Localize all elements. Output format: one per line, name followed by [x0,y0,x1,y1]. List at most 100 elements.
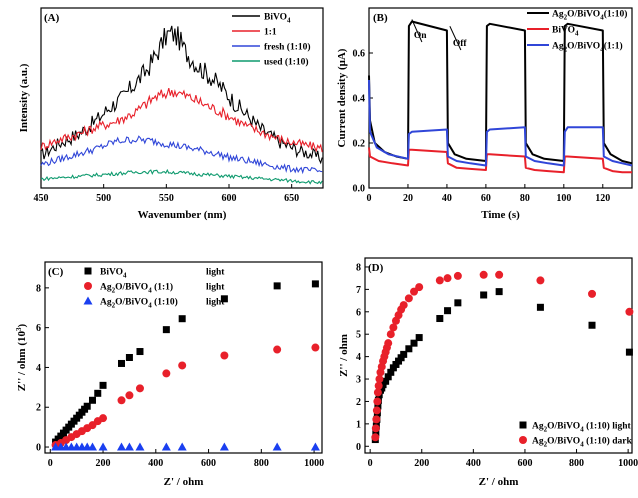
data-point-D-0 [372,429,380,437]
data-point-D-1 [372,406,381,415]
legend-text-part: O/BiVO [115,298,148,308]
legend-text-part: O/BiVO [547,437,580,447]
data-point-D-1 [386,330,395,339]
legend-text-part: Ag [532,437,544,447]
legend-text-part: 4 [575,30,579,38]
y-tick-label: 5 [356,330,361,341]
series-line-A-1 [40,87,323,153]
legend-label-A-2: fresh (1:10) [264,42,311,53]
legend-text-part: Ag [100,283,112,293]
data-point-C-1 [311,343,320,352]
data-point-D-1 [415,283,424,292]
data-point-C-2 [135,442,145,451]
legend-text-part: (1:10) [152,297,178,308]
data-point-C-2 [272,442,282,451]
x-tick-label: 120 [595,193,610,204]
x-tick-label: 650 [284,193,299,204]
data-point-D-0 [410,339,418,347]
legend-text-part: 4 [600,14,604,22]
data-point-C-1 [162,369,171,378]
legend-text-part: (1:1) [152,282,173,293]
data-point-D-1 [479,270,488,279]
panel-label-C: (C) [48,266,64,278]
legend-text-part: (1:1) [604,41,623,52]
legend-text-part: BiVO [264,13,287,23]
data-point-D-1 [375,375,384,384]
data-point-C-0 [88,396,96,404]
data-point-C-1 [117,396,126,405]
legend-condition-C-0: light [206,268,225,278]
y-tick-label: 0.4 [353,94,366,105]
data-point-C-0 [311,280,319,288]
data-point-D-1 [453,271,462,280]
y-tick-label: 4 [36,363,41,374]
data-point-D-0 [588,321,596,329]
legend-text-part: (1:10) [604,9,628,20]
data-point-C-1 [99,414,108,423]
x-tick-label: 600 [222,193,237,204]
series-line-A-2 [40,135,323,175]
data-point-D-0 [495,288,503,296]
data-point-D-1 [404,294,413,303]
data-point-C-2 [310,442,320,451]
series-line-A-3 [40,168,323,185]
data-point-D-0 [536,303,544,311]
data-point-C-2 [117,442,127,451]
data-point-D-0 [374,402,382,410]
y-axis-label-C: Z'' / ohm (103) [15,323,28,391]
data-point-C-1 [273,345,282,354]
y-tick-label: 2 [356,397,361,408]
data-point-D-0 [415,334,423,342]
legend-label-B-0: Ag2O/BiVO4(1:10) [552,9,627,22]
data-point-C-2 [219,442,229,451]
data-point-D-1 [374,381,383,390]
data-point-C-0 [273,282,281,290]
data-point-D-0 [387,368,395,376]
data-point-C-0 [136,348,144,356]
data-point-D-1 [443,274,452,283]
legend-condition-C-2: light [206,298,225,308]
legend-text-part: 4 [287,17,291,25]
legend-condition-C-1: light [206,283,225,293]
data-point-C-2 [177,442,187,451]
data-point-C-2 [87,442,97,451]
legend-text-part: O/BiVO [567,10,600,20]
x-axis-label-B: Time (s) [481,209,520,221]
x-axis-label-A: Wavenumber (nm) [138,209,227,221]
data-point-C-0 [83,402,91,410]
data-point-D-1 [536,276,545,285]
x-tick-label: 0 [367,193,372,204]
legend-label-A-0: BiVO4 [264,13,291,25]
legend-label-B-2: Ag2O/BiVO4(1:1) [552,41,623,54]
data-point-C-0 [178,315,186,323]
data-point-C-0 [94,389,102,397]
legend-label-A-1: 1:1 [264,28,277,38]
legend-label-D-0: Ag2O/BiVO4 (1:10) light [532,421,632,434]
y-tick-label: 0.2 [353,139,366,150]
y-tick-label: 1 [356,419,361,430]
y-tick-label: 4 [356,352,361,363]
x-tick-label: 80 [520,193,530,204]
legend-text-part: used (1:10) [264,57,309,68]
x-tick-label: 1000 [618,458,638,469]
legend-text-part: 4 [580,426,584,434]
data-point-D-0 [480,291,488,299]
data-point-D-1 [371,433,380,442]
data-point-D-0 [444,307,452,315]
data-point-C-0 [162,326,170,334]
data-point-D-0 [382,377,390,385]
x-tick-label: 60 [481,193,491,204]
x-tick-label: 40 [442,193,452,204]
data-point-C-0 [99,381,107,389]
series-line-B-2 [368,79,633,167]
data-point-C-2 [124,442,134,451]
x-tick-label: 550 [159,193,174,204]
data-point-C-1 [125,391,134,400]
x-tick-label: 400 [148,458,163,469]
y-tick-label: 7 [356,285,361,296]
annotation-off-arrow [449,26,462,51]
data-point-C-0 [125,354,133,361]
legend-label-C-0: BiVO4 [100,268,127,280]
data-point-D-1 [588,289,597,298]
legend-text-part: 4 [148,302,152,310]
